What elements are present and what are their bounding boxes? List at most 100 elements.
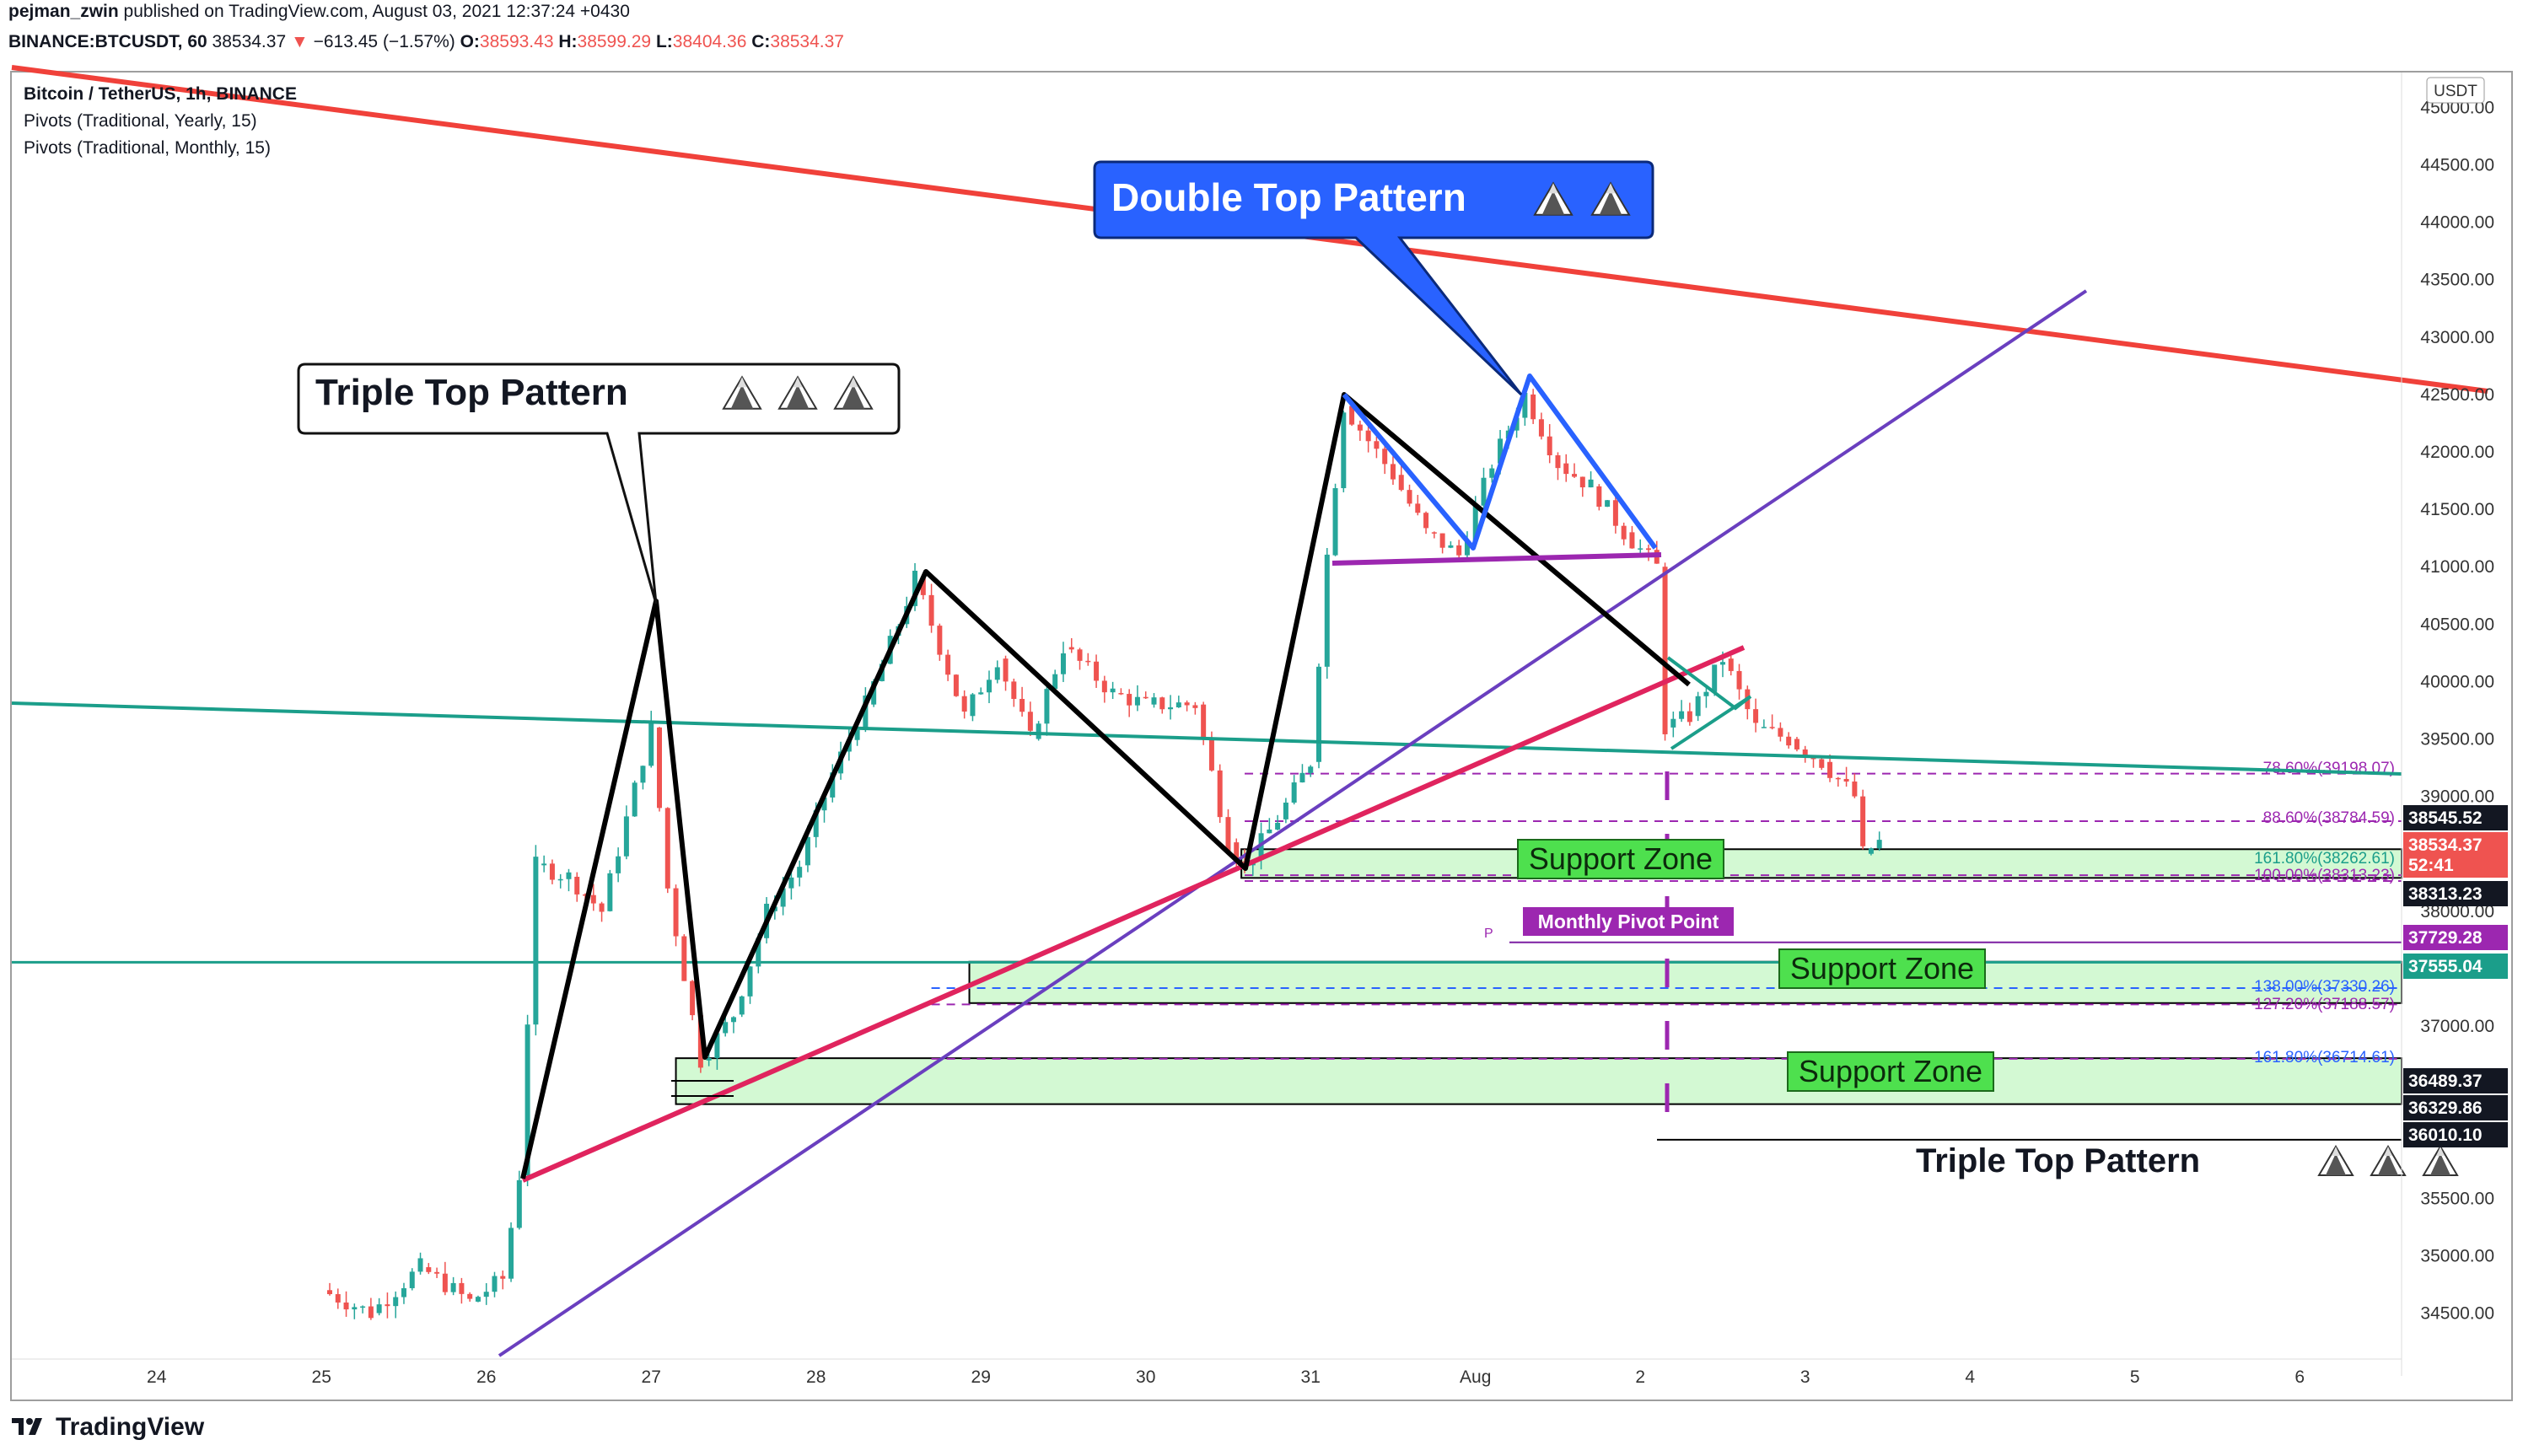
triple-top-callout-box[interactable] bbox=[297, 363, 901, 604]
pennant-pattern-line[interactable] bbox=[1666, 656, 1752, 750]
candle-body bbox=[1646, 548, 1651, 551]
price-axis-tick: 38000.00 bbox=[2420, 902, 2494, 921]
time-axis-tick: 2 bbox=[1635, 1367, 1645, 1387]
price-axis-tick: 40000.00 bbox=[2420, 672, 2494, 691]
candle-body bbox=[549, 863, 555, 880]
candle-body bbox=[1077, 649, 1083, 661]
candle-body bbox=[1876, 840, 1882, 849]
legend-indicator-monthly[interactable]: Pivots (Traditional, Monthly, 15) bbox=[24, 138, 271, 158]
last-price: 38534.37 bbox=[212, 32, 287, 51]
candle-body bbox=[978, 692, 984, 695]
ascending-channel-line[interactable] bbox=[498, 289, 2088, 1357]
mountain-icon bbox=[2436, 1147, 2445, 1156]
candle-body bbox=[1291, 782, 1297, 803]
mountain-icon bbox=[2332, 1147, 2340, 1156]
time-axis-tick: 29 bbox=[971, 1367, 991, 1387]
double-top-neckline[interactable] bbox=[1331, 552, 1662, 566]
time-axis-tick: 28 bbox=[806, 1367, 826, 1387]
ascending-support-line[interactable] bbox=[521, 645, 1746, 1183]
candle-body bbox=[1143, 696, 1149, 699]
mountain-icon bbox=[1606, 183, 1616, 194]
price-axis-tick: 40500.00 bbox=[2420, 615, 2494, 634]
candle-body bbox=[1852, 781, 1858, 797]
candle-body bbox=[912, 570, 918, 606]
candle-body bbox=[756, 938, 761, 967]
candle-body bbox=[1579, 476, 1585, 488]
candle-body bbox=[994, 667, 1000, 680]
author-name[interactable]: pejman_zwin bbox=[8, 2, 119, 21]
symbol-label[interactable]: BINANCE:BTCUSDT, 60 bbox=[8, 32, 207, 51]
candle-body bbox=[483, 1292, 489, 1298]
candle-body bbox=[1201, 704, 1207, 739]
time-axis-tick: 30 bbox=[1136, 1367, 1155, 1387]
candle-body bbox=[1382, 449, 1388, 465]
candle-body bbox=[1728, 658, 1734, 671]
candle-body bbox=[1068, 647, 1074, 650]
candle-body bbox=[442, 1273, 448, 1292]
mountain-icon bbox=[793, 377, 803, 388]
candle-body bbox=[821, 797, 827, 811]
candle-body bbox=[516, 1179, 522, 1228]
price-axis-label: 38313.23 bbox=[2408, 884, 2483, 904]
horizontal-trend-line[interactable] bbox=[11, 701, 2402, 776]
candle-body bbox=[1860, 796, 1866, 846]
low-label: L: bbox=[655, 32, 673, 51]
candle-body bbox=[706, 1057, 712, 1061]
candle-body bbox=[1225, 817, 1231, 852]
support-zone-label-1: Support Zone bbox=[1529, 841, 1713, 876]
candle-body bbox=[335, 1294, 341, 1303]
ohlc-line: BINANCE:BTCUSDT, 60 38534.37 ▼ −613.45 (… bbox=[8, 32, 844, 52]
fib-level-label: 138.00%(37330.26) bbox=[2254, 978, 2395, 996]
candle-body bbox=[360, 1306, 366, 1308]
legend-indicator-yearly[interactable]: Pivots (Traditional, Yearly, 15) bbox=[24, 111, 257, 131]
mountain-icon bbox=[730, 384, 754, 409]
candle-body bbox=[385, 1304, 390, 1307]
candle-body bbox=[1299, 772, 1305, 783]
candle-body bbox=[409, 1271, 415, 1288]
double-top-pattern-line[interactable] bbox=[1342, 373, 1658, 551]
candle-body bbox=[1753, 709, 1759, 723]
candle-body bbox=[1134, 696, 1140, 706]
price-label-bg bbox=[2403, 1068, 2508, 1093]
price-axis-label: 37555.04 bbox=[2408, 957, 2483, 976]
candle-body bbox=[1596, 486, 1602, 508]
candle-body bbox=[730, 1017, 736, 1023]
candle-body bbox=[1572, 474, 1578, 477]
candle-body bbox=[1802, 749, 1808, 757]
candle-body bbox=[961, 696, 967, 712]
candle-body bbox=[616, 856, 621, 873]
candle-body bbox=[1283, 802, 1288, 819]
mountain-icon bbox=[842, 384, 865, 409]
price-axis-tick: 41500.00 bbox=[2420, 500, 2494, 519]
candle-body bbox=[327, 1290, 332, 1295]
price-axis-tick: 44000.00 bbox=[2420, 213, 2494, 233]
candle-body bbox=[1835, 777, 1841, 780]
currency-badge-bg[interactable] bbox=[2426, 77, 2485, 104]
price-axis-tick: 37000.00 bbox=[2420, 1017, 2494, 1036]
price-axis-label: 38534.37 bbox=[2408, 835, 2483, 855]
fib-level-label: 100.00%(38313.23) bbox=[2254, 867, 2395, 884]
candle-body bbox=[1843, 778, 1849, 782]
time-axis-tick: 31 bbox=[1301, 1367, 1321, 1387]
candle-body bbox=[599, 903, 605, 912]
candle-body bbox=[1686, 711, 1692, 723]
candle-body bbox=[1094, 661, 1100, 681]
candle-body bbox=[945, 654, 951, 675]
candle-body bbox=[352, 1307, 358, 1310]
candle-body bbox=[1563, 463, 1569, 475]
candle-body bbox=[1217, 770, 1223, 818]
candle-body bbox=[1258, 833, 1264, 860]
pivot-marker: P bbox=[1484, 927, 1493, 941]
tradingview-footer[interactable]: TradingView bbox=[12, 1413, 204, 1442]
time-axis-tick: 3 bbox=[1800, 1367, 1810, 1387]
candle-body bbox=[1638, 548, 1643, 550]
double-top-callout-box[interactable] bbox=[1093, 160, 1654, 396]
legend-title[interactable]: Bitcoin / TetherUS, 1h, BINANCE bbox=[24, 84, 297, 104]
candle-body bbox=[953, 674, 959, 696]
candle-body bbox=[1332, 488, 1338, 556]
candle-body bbox=[1736, 670, 1742, 690]
candle-body bbox=[920, 578, 926, 595]
candle-body bbox=[590, 895, 596, 904]
candle-body bbox=[1341, 412, 1347, 489]
